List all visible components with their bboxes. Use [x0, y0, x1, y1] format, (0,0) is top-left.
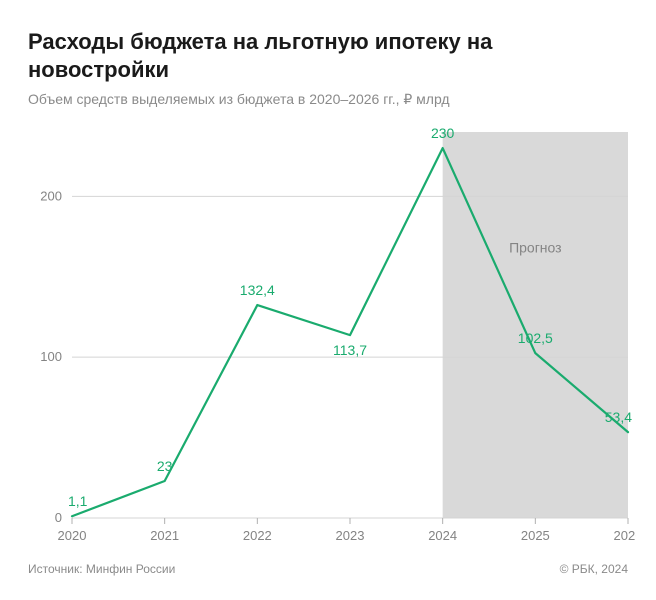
source-label: Источник: Минфин России [28, 562, 175, 576]
attribution: © РБК, 2024 [560, 562, 628, 576]
y-tick-label: 200 [40, 188, 62, 203]
data-label: 102,5 [518, 330, 553, 346]
chart-area: 0 100 200 2020 2021 2022 2023 2024 2025 2026 1,1 23… [28, 122, 636, 552]
x-tick-label: 2024 [428, 528, 457, 543]
line-chart: 0 100 200 2020 2021 2022 2023 2024 2025 2026 1,1 23… [28, 122, 636, 552]
data-label: 53,4 [605, 409, 632, 425]
forecast-band [443, 132, 628, 518]
data-label: 113,7 [333, 342, 367, 358]
y-tick-label: 0 [55, 510, 62, 525]
y-tick-label: 100 [40, 349, 62, 364]
chart-title: Расходы бюджета на льготную ипотеку на н… [28, 28, 636, 83]
x-tick-label: 2020 [58, 528, 87, 543]
chart-subtitle: Объем средств выделяемых из бюджета в 20… [28, 91, 636, 108]
data-label: 132,4 [240, 282, 275, 298]
x-tick-label: 2026 [614, 528, 636, 543]
forecast-label: Прогноз [509, 240, 562, 256]
data-label: 23 [157, 458, 173, 474]
x-tick-label: 2025 [521, 528, 550, 543]
x-tick-label: 2021 [150, 528, 179, 543]
data-label: 230 [431, 125, 455, 141]
x-tick-label: 2022 [243, 528, 272, 543]
data-label: 1,1 [68, 493, 88, 509]
x-tick-label: 2023 [336, 528, 365, 543]
